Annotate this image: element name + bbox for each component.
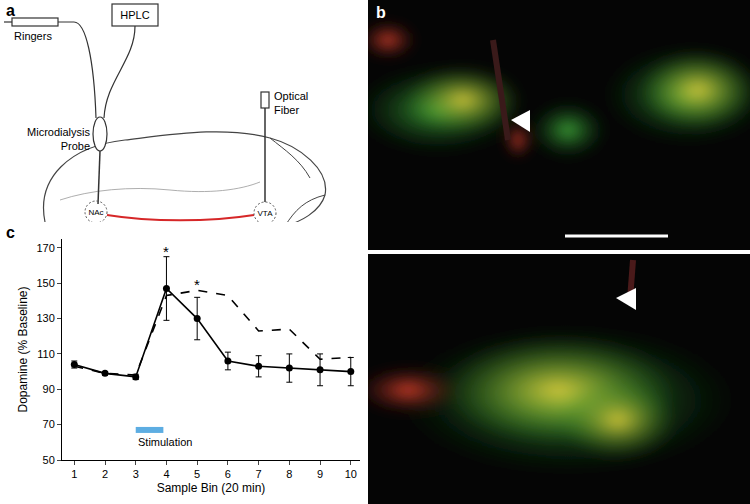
svg-text:10: 10	[345, 468, 357, 480]
svg-text:Sample Bin (20 min): Sample Bin (20 min)	[157, 481, 266, 495]
svg-text:130: 130	[36, 312, 54, 324]
svg-text:Ringers: Ringers	[14, 30, 52, 42]
svg-text:9: 9	[317, 468, 323, 480]
svg-text:Dopamine (% Baseline): Dopamine (% Baseline)	[16, 286, 30, 412]
svg-text:*: *	[163, 243, 169, 260]
svg-text:Fiber: Fiber	[274, 104, 299, 116]
svg-text:Microdialysis: Microdialysis	[27, 126, 90, 138]
svg-text:1: 1	[71, 468, 77, 480]
svg-text:50: 50	[43, 454, 55, 466]
svg-text:6: 6	[225, 468, 231, 480]
svg-text:b: b	[376, 4, 386, 21]
svg-text:VTA: VTA	[258, 209, 274, 218]
svg-text:4: 4	[163, 468, 169, 480]
svg-text:150: 150	[36, 277, 54, 289]
svg-text:Stimulation: Stimulation	[138, 436, 192, 448]
svg-text:70: 70	[43, 418, 55, 430]
svg-text:*: *	[194, 276, 200, 293]
svg-text:Optical: Optical	[274, 90, 308, 102]
svg-text:90: 90	[43, 383, 55, 395]
svg-text:HPLC: HPLC	[120, 9, 149, 21]
svg-text:a: a	[6, 2, 15, 19]
svg-text:7: 7	[256, 468, 262, 480]
svg-text:5: 5	[194, 468, 200, 480]
svg-text:170: 170	[36, 242, 54, 254]
svg-text:Probe: Probe	[61, 140, 90, 152]
svg-text:3: 3	[133, 468, 139, 480]
svg-text:NAc: NAc	[88, 208, 103, 217]
html-text:c: c	[6, 224, 15, 241]
svg-text:2: 2	[102, 468, 108, 480]
svg-text:8: 8	[286, 468, 292, 480]
svg-text:110: 110	[37, 348, 55, 360]
